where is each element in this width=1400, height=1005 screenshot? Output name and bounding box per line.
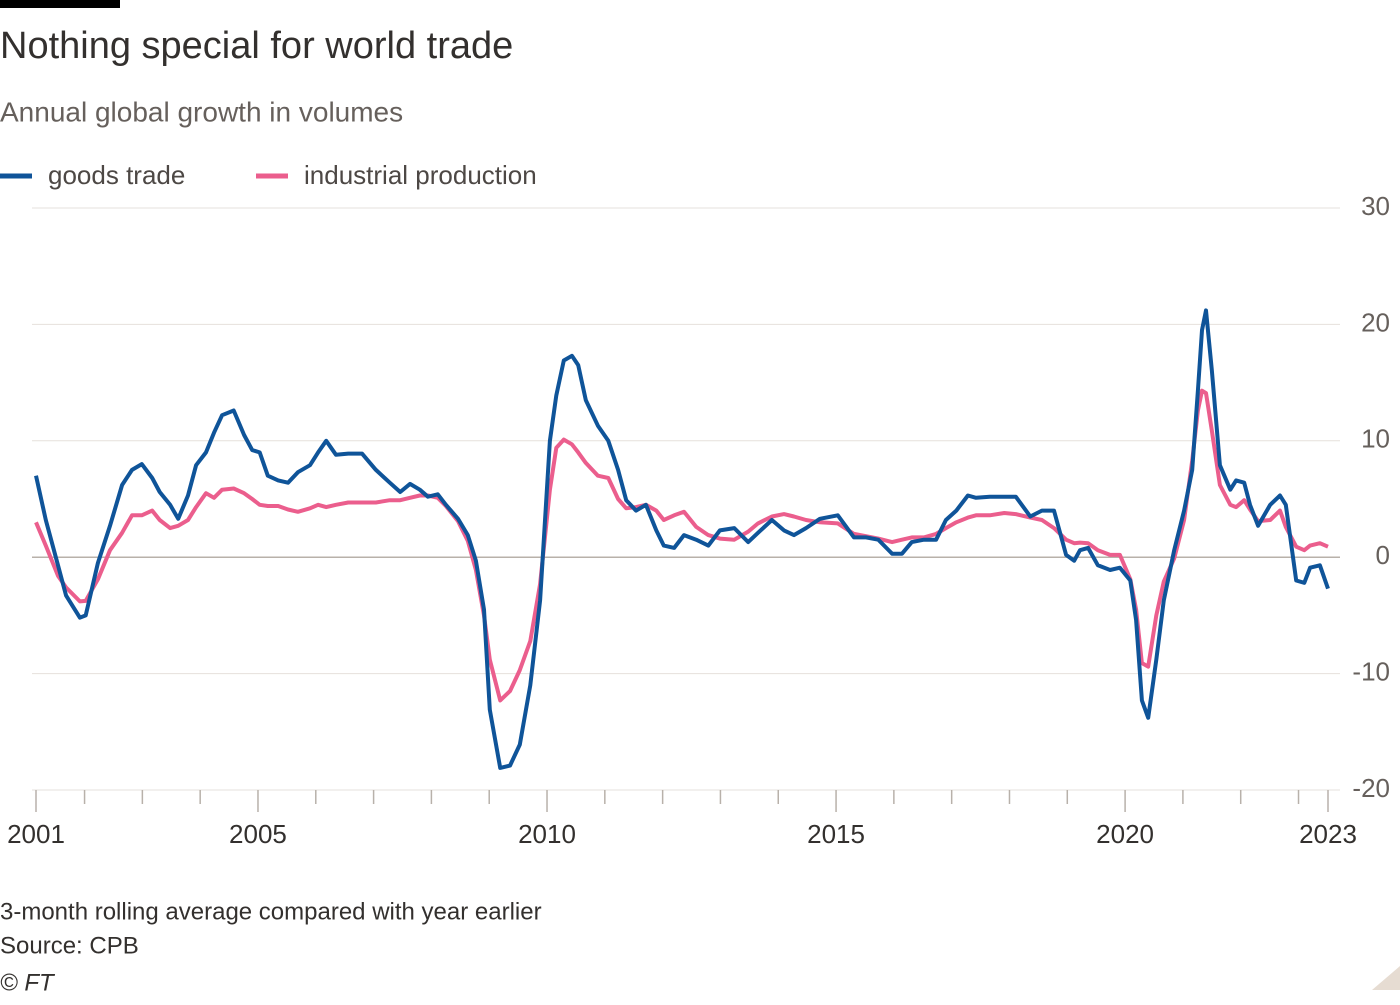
y-tick-label: -10: [1352, 656, 1390, 686]
brand-bar: [0, 0, 120, 8]
corner-mark: [1372, 966, 1400, 990]
y-tick-label: -20: [1352, 773, 1390, 803]
legend-label: industrial production: [304, 160, 537, 190]
source: Source: CPB: [0, 932, 139, 959]
y-tick-label: 20: [1361, 307, 1390, 337]
footnote: 3-month rolling average compared with ye…: [0, 898, 542, 925]
y-tick-label: 30: [1361, 191, 1390, 221]
x-tick-label: 2023: [1299, 819, 1357, 849]
x-tick-label: 2020: [1096, 819, 1154, 849]
x-tick-label: 2010: [518, 819, 576, 849]
series-line: [34, 308, 1330, 770]
chart-subtitle: Annual global growth in volumes: [0, 96, 403, 127]
y-tick-label: 0: [1376, 540, 1390, 570]
x-tick-label: 2001: [7, 819, 65, 849]
x-tick-label: 2015: [807, 819, 865, 849]
x-tick-label: 2005: [229, 819, 287, 849]
y-tick-label: 10: [1361, 424, 1390, 454]
series-line: [34, 388, 1329, 703]
copyright: © FT: [0, 969, 56, 996]
chart-title: Nothing special for world trade: [0, 25, 513, 67]
legend-label: goods trade: [48, 160, 185, 190]
